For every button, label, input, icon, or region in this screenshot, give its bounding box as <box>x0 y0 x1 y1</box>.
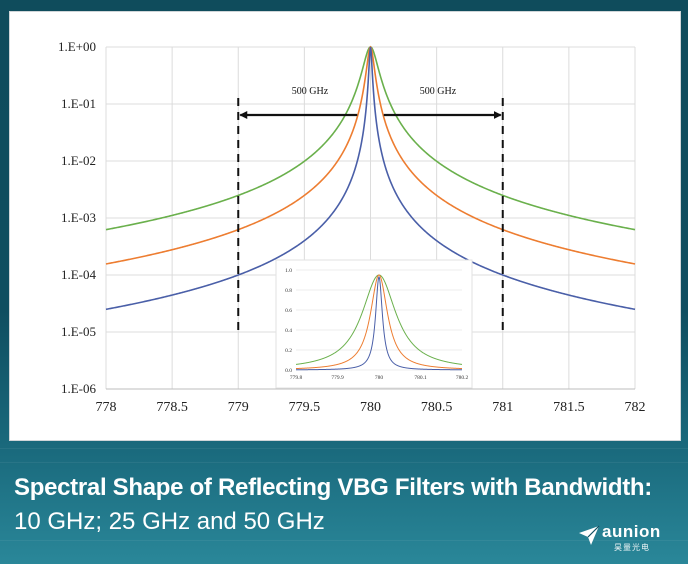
brand-name: aunion <box>602 522 661 541</box>
x-tick-label: 778 <box>96 400 117 415</box>
x-tick-label: 780.5 <box>421 400 453 415</box>
x-tick-label: 782 <box>625 400 646 415</box>
y-tick-label: 1.E-02 <box>61 153 96 168</box>
y-tick-label: 1.E-03 <box>61 210 96 225</box>
inset-y-tick-label: 0.8 <box>285 288 292 294</box>
bandwidth-annotation: 500 GHz <box>292 86 329 97</box>
series-line-10ghz <box>105 46 636 311</box>
inset-x-tick-label: 779.9 <box>331 375 344 381</box>
brand-logo: aunion 昊量光电 <box>578 520 682 556</box>
spectral-chart: 1.E+00 1.E-01 1.E-02 1.E-03 1.E-04 1.E-05 1.E-… <box>58 39 646 415</box>
caption: Spectral Shape of Reflecting VBG Filters… <box>14 474 674 536</box>
x-tick-label: 780 <box>360 400 381 415</box>
inset-y-tick-label: 0.2 <box>285 348 292 354</box>
inset-y-tick-label: 1.0 <box>285 268 292 274</box>
inset-y-tick-label: 0.0 <box>285 368 292 374</box>
inset-x-tick-label: 780.1 <box>414 375 427 381</box>
x-tick-label: 781 <box>492 400 513 415</box>
caption-subtitle: 10 GHz; 25 GHz and 50 GHz <box>14 508 325 535</box>
x-tick-label: 778.5 <box>156 400 188 415</box>
y-tick-label: 1.E-06 <box>61 381 97 396</box>
y-tick-label: 1.E-04 <box>61 267 97 282</box>
paper-plane-icon <box>579 525 600 545</box>
inset-x-tick-label: 780.2 <box>456 375 469 381</box>
inset-y-tick-label: 0.6 <box>285 308 292 314</box>
caption-title: Spectral Shape of Reflecting VBG Filters… <box>14 474 652 501</box>
x-tick-label: 779 <box>228 400 249 415</box>
x-tick-label: 781.5 <box>553 400 585 415</box>
bandwidth-annotation: 500 GHz <box>420 86 457 97</box>
inset-x-tick-label: 780 <box>375 375 384 381</box>
y-tick-label: 1.E-05 <box>61 324 96 339</box>
inset-y-tick-label: 0.4 <box>285 328 292 334</box>
inset-x-tick-label: 779.8 <box>290 375 303 381</box>
inset-series-line-25ghz <box>295 274 463 370</box>
y-tick-label: 1.E-01 <box>61 96 96 111</box>
x-tick-label: 779.5 <box>289 400 321 415</box>
y-tick-label: 1.E+00 <box>58 39 96 54</box>
chart-panel: 1.E+00 1.E-01 1.E-02 1.E-03 1.E-04 1.E-05 1.E-… <box>9 11 681 441</box>
inset-series-line-10ghz <box>296 276 462 371</box>
brand-subtitle: 昊量光电 <box>614 543 650 552</box>
